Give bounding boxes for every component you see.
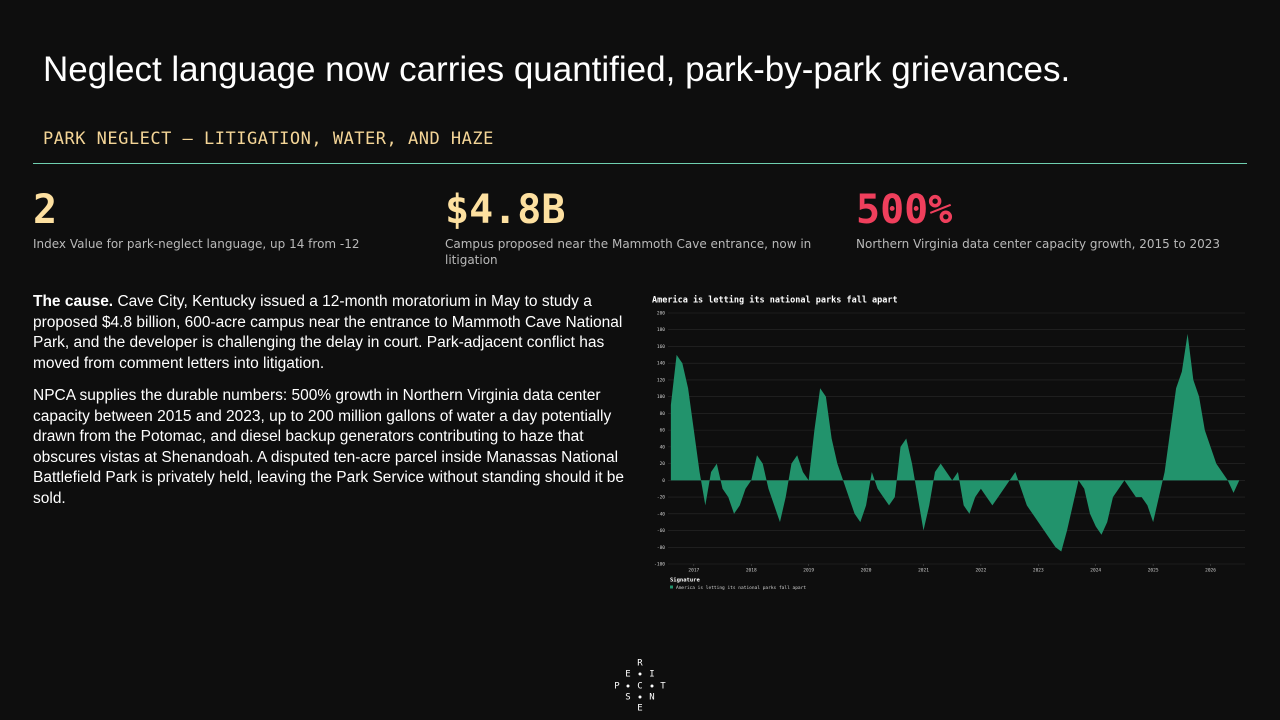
stat-value: 500% (856, 187, 953, 233)
stat-caption: Index Value for park-neglect language, u… (33, 237, 360, 251)
y-tick-label: 100 (657, 394, 665, 400)
logo-letter: C (637, 682, 642, 692)
stat: $4.8B Campus proposed near the Mammoth Ca… (445, 188, 825, 268)
y-tick-label: -60 (657, 528, 665, 534)
lead: The cause. (33, 293, 114, 310)
y-tick-label: 40 (660, 444, 666, 450)
paragraph: The cause. Cave City, Kentucky issued a … (33, 292, 633, 374)
x-tick-label: 2026 (1205, 568, 1216, 574)
x-tick-label: 2022 (975, 568, 986, 574)
y-tick-label: 140 (657, 361, 665, 367)
area (670, 333, 1240, 552)
x-tick-label: 2020 (861, 568, 872, 574)
logo: RE IP C TS NE (614, 659, 666, 714)
section-label: PARK NEGLECT — LITIGATION, WATER, AND HA… (43, 129, 494, 149)
slide-title: Neglect language now carries quantified,… (43, 50, 1071, 89)
y-tick-label: 20 (660, 461, 666, 467)
divider (33, 163, 1247, 164)
stat-caption: Northern Virginia data center capacity g… (856, 237, 1221, 251)
body-text: The cause. Cave City, Kentucky issued a … (33, 292, 633, 521)
x-tick-label: 2018 (746, 568, 757, 574)
logo-letter: I (649, 670, 654, 680)
legend-label: America is letting its national parks fa… (676, 585, 806, 591)
logo-letter: P (614, 682, 620, 692)
logo-letter: S (625, 693, 630, 703)
logo-letter: E (637, 704, 642, 714)
y-tick-label: 120 (657, 377, 665, 383)
y-tick-label: 0 (662, 478, 665, 484)
y-tick-label: -20 (657, 495, 665, 501)
legend-title: Signature (670, 578, 700, 584)
y-tick-label: 60 (660, 428, 666, 434)
x-tick-label: 2021 (918, 568, 929, 574)
y-tick-label: -40 (657, 511, 665, 517)
stat-value: 2 (33, 187, 58, 233)
x-tick-label: 2023 (1033, 568, 1044, 574)
y-tick-label: 160 (657, 344, 665, 350)
y-tick-label: 200 (657, 311, 665, 317)
text: Cave City, Kentucky issued a 12-month mo… (33, 293, 623, 372)
y-tick-label: 80 (660, 411, 666, 417)
x-tick-label: 2024 (1090, 568, 1101, 574)
logo-letter: N (649, 693, 654, 703)
chart: America is letting its national parks fa… (652, 295, 1245, 591)
y-tick-label: 180 (657, 327, 665, 333)
stat: 2 Index Value for park-neglect language, … (33, 188, 413, 252)
y-tick-label: -100 (654, 562, 665, 568)
logo-letter: T (660, 682, 666, 692)
x-tick-label: 2025 (1148, 568, 1159, 574)
y-tick-label: -80 (657, 545, 665, 551)
x-tick-label: 2017 (688, 568, 699, 574)
stat: 500% Northern Virginia data center capaci… (856, 188, 1236, 252)
logo-letter: E (625, 670, 630, 680)
logo-dots (626, 672, 654, 699)
stat-caption: Campus proposed near the Mammoth Cave en… (445, 237, 812, 267)
legend-swatch (670, 585, 673, 589)
stat-value: $4.8B (445, 187, 566, 233)
chart-title: America is letting its national parks fa… (652, 295, 898, 306)
logo-letter: R (637, 659, 643, 669)
paragraph: NPCA supplies the durable numbers: 500% … (33, 387, 625, 507)
x-tick-label: 2019 (803, 568, 814, 574)
